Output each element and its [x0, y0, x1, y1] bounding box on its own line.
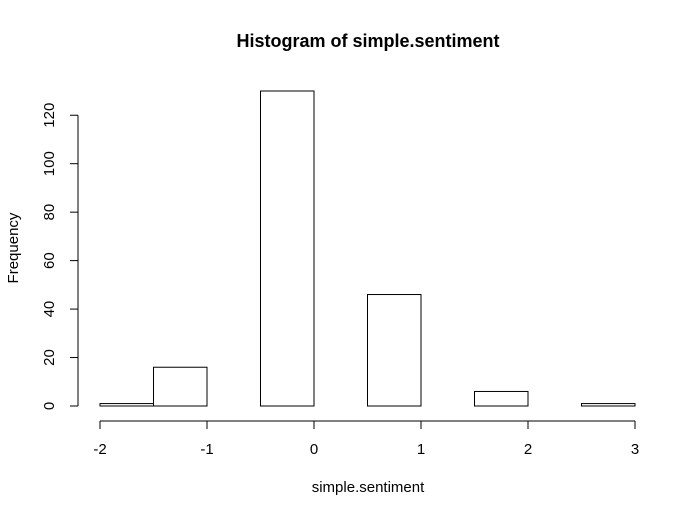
histogram-bar-0 — [99, 403, 154, 407]
x-tick-label: 1 — [417, 441, 425, 458]
y-tick-label: 100 — [41, 151, 58, 176]
y-tick-label: 20 — [41, 349, 58, 366]
y-tick-label: 120 — [41, 103, 58, 128]
x-tick-label: -2 — [93, 441, 106, 458]
x-tick-label: 0 — [310, 441, 318, 458]
histogram-bar-5 — [367, 294, 422, 407]
x-tick-label: 3 — [631, 441, 639, 458]
y-axis-label: Frequency — [5, 212, 22, 283]
x-tick-label: -1 — [200, 441, 213, 458]
y-tick-label: 40 — [41, 301, 58, 318]
x-tick-label: 2 — [524, 441, 532, 458]
y-tick-label: 60 — [41, 252, 58, 269]
y-tick-label: 80 — [41, 204, 58, 221]
histogram-bar-9 — [581, 403, 636, 407]
histogram-bar-3 — [260, 90, 315, 407]
x-axis: -2 -1 0 1 2 3 — [93, 420, 639, 458]
y-axis: 0 20 40 60 80 100 120 — [41, 103, 79, 410]
chart-title: Histogram of simple.sentiment — [236, 31, 499, 51]
histogram-bar-7 — [474, 390, 529, 407]
x-axis-label: simple.sentiment — [312, 479, 425, 496]
histogram-bar-1 — [153, 366, 208, 407]
bars-group — [99, 90, 636, 407]
y-tick-label: 0 — [41, 402, 58, 410]
